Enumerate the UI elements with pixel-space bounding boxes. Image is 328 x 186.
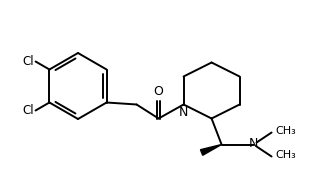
Text: O: O (154, 85, 164, 98)
Text: CH₃: CH₃ (276, 126, 296, 137)
Text: N: N (249, 137, 258, 150)
Polygon shape (200, 145, 222, 155)
Text: Cl: Cl (22, 104, 33, 117)
Text: CH₃: CH₃ (276, 150, 296, 161)
Text: N: N (179, 106, 188, 119)
Text: Cl: Cl (22, 55, 33, 68)
